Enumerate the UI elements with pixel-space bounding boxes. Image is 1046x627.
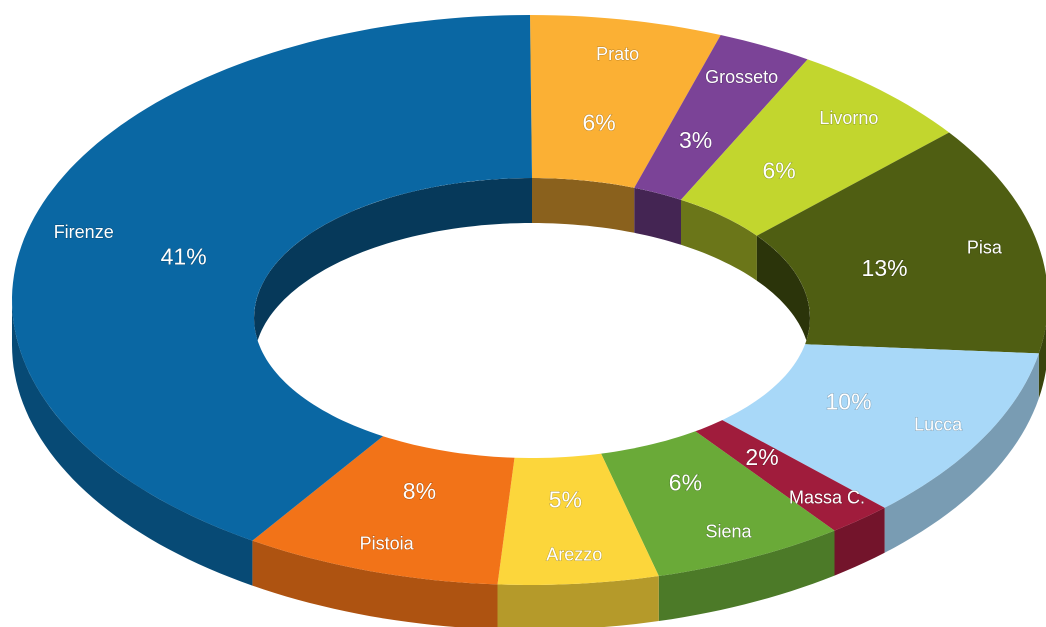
- labels: 6% Prato 3% Grosseto 6% Livorno 13% Pisa 10% Lucc…: [53, 44, 1003, 566]
- value-label: 13%: [862, 255, 908, 281]
- value-label: 8%: [403, 478, 436, 504]
- slice-side: [658, 530, 835, 621]
- slice: [252, 436, 515, 585]
- category-label: Pisa: [967, 237, 1003, 257]
- slice: [756, 132, 1046, 354]
- category-label: Lucca: [914, 415, 963, 435]
- slice-inner-side: [532, 178, 635, 233]
- slice-side: [1038, 324, 1046, 399]
- category-label: Siena: [705, 522, 752, 542]
- slice: [12, 15, 532, 541]
- category-label: Grosseto: [705, 67, 778, 87]
- walls: [12, 300, 1046, 627]
- slice: [634, 35, 808, 200]
- slice: [497, 453, 659, 585]
- slice: [601, 431, 835, 576]
- category-label: Livorno: [819, 108, 878, 128]
- slice: [530, 15, 721, 188]
- slice-inner-side: [254, 178, 532, 363]
- category-label: Pistoia: [360, 533, 415, 553]
- value-label: 6%: [583, 109, 616, 135]
- slice: [681, 59, 950, 236]
- slice: [695, 420, 885, 531]
- slice-inner-side: [634, 187, 681, 245]
- slice-side: [497, 576, 659, 627]
- slice-side: [884, 353, 1039, 553]
- slice-side: [252, 540, 498, 627]
- value-label: 41%: [161, 244, 207, 270]
- value-label: 2%: [745, 444, 778, 470]
- value-label: 6%: [669, 469, 702, 495]
- slice: [722, 344, 1039, 508]
- slice-side: [834, 507, 885, 576]
- slice-inner-side: [756, 235, 810, 363]
- category-label: Firenze: [54, 222, 114, 242]
- inner-walls: [254, 178, 810, 363]
- value-label: 5%: [549, 487, 582, 513]
- value-label: 6%: [762, 158, 795, 184]
- value-label: 3%: [679, 127, 712, 153]
- slice-side: [12, 300, 253, 586]
- slice-inner-side: [681, 199, 757, 281]
- category-label: Massa C.: [789, 488, 865, 508]
- slices: [12, 15, 1046, 585]
- value-label: 10%: [825, 389, 871, 415]
- category-label: Arezzo: [546, 545, 602, 565]
- category-label: Prato: [596, 44, 639, 64]
